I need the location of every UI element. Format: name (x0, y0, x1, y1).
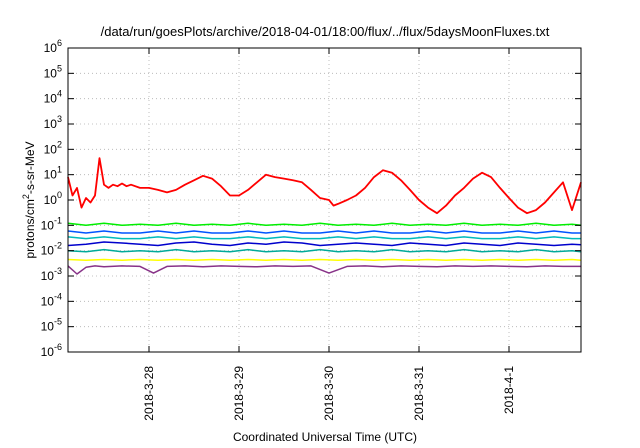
series-layer (67, 157, 582, 275)
y-tick-label-base: 10 (44, 193, 58, 207)
y-tick-label: 10-5 (41, 317, 62, 334)
x-axis: 2018-3-28 2018-3-29 2018-3-30 2018-3-31 2018… (142, 48, 516, 421)
y-tick-label-exponent: -2 (54, 241, 62, 251)
y-tick-label-exponent: 1 (57, 165, 62, 175)
y-tick-label-base: 10 (44, 66, 58, 80)
grid (68, 48, 581, 352)
series-line-6 (67, 248, 582, 253)
y-tick-label: 102 (44, 139, 62, 156)
y-tick-label-base: 10 (44, 168, 58, 182)
y-axis-label-suffix: -s-sr-MeV (23, 141, 37, 194)
y-tick-label-base: 10 (41, 269, 55, 283)
y-tick-label-exponent: 0 (57, 190, 62, 200)
x-tick-label: 2018-3-29 (232, 366, 246, 421)
x-tick-label: 2018-3-28 (142, 366, 156, 421)
x-tick-label: 2018-3-31 (412, 366, 426, 421)
series-line-8 (67, 265, 581, 275)
series-line-5 (67, 241, 582, 247)
y-tick-label: 10-6 (41, 342, 62, 359)
series-line-2 (67, 222, 582, 227)
y-axis-label-superscript: 2 (21, 194, 31, 199)
x-axis-label: Coordinated Universal Time (UTC) (233, 430, 417, 444)
y-tick-label-base: 10 (44, 142, 58, 156)
y-axis-label: protons/cm2-s-sr-MeV (21, 141, 37, 258)
series-line-1 (67, 157, 582, 215)
y-tick-label: 103 (44, 114, 62, 131)
y-axis: 10-610-510-410-310-210-11001011021031041… (41, 38, 581, 359)
y-tick-label-base: 10 (41, 244, 55, 258)
y-tick-label-base: 10 (44, 92, 58, 106)
y-tick-label-base: 10 (41, 294, 55, 308)
series-line-3 (67, 230, 581, 234)
y-tick-label: 101 (44, 165, 62, 182)
y-tick-label: 105 (44, 63, 62, 80)
y-tick-label: 106 (44, 38, 62, 55)
series-line-4 (67, 236, 581, 240)
y-tick-label: 100 (44, 190, 62, 207)
y-tick-label-exponent: 5 (57, 63, 62, 73)
series-line-7 (67, 258, 582, 261)
y-tick-label-exponent: 2 (57, 139, 62, 149)
y-axis-label-prefix: protons/cm (23, 199, 37, 258)
y-tick-label-exponent: -5 (54, 317, 62, 327)
y-tick-label-exponent: -6 (54, 342, 62, 352)
chart-title: /data/run/goesPlots/archive/2018-04-01/1… (101, 24, 550, 39)
y-tick-label: 104 (44, 89, 62, 106)
y-tick-label-base: 10 (41, 320, 55, 334)
y-tick-label-exponent: 6 (57, 38, 62, 48)
y-tick-label: 10-3 (41, 266, 62, 283)
y-tick-label-base: 10 (41, 218, 55, 232)
y-tick-label-exponent: 4 (57, 89, 62, 99)
y-tick-label: 10-2 (41, 241, 62, 258)
y-tick-label-exponent: -1 (54, 215, 62, 225)
x-tick-label: 2018-3-30 (322, 366, 336, 421)
y-tick-label-base: 10 (44, 41, 58, 55)
y-tick-label-exponent: -3 (54, 266, 62, 276)
y-tick-label-base: 10 (41, 345, 55, 359)
x-tick-label: 2018-4-1 (502, 366, 516, 414)
y-tick-label-base: 10 (44, 117, 58, 131)
y-tick-label: 10-4 (41, 291, 62, 308)
y-tick-label-exponent: 3 (57, 114, 62, 124)
y-tick-label: 10-1 (41, 215, 62, 232)
y-tick-label-exponent: -4 (54, 291, 62, 301)
